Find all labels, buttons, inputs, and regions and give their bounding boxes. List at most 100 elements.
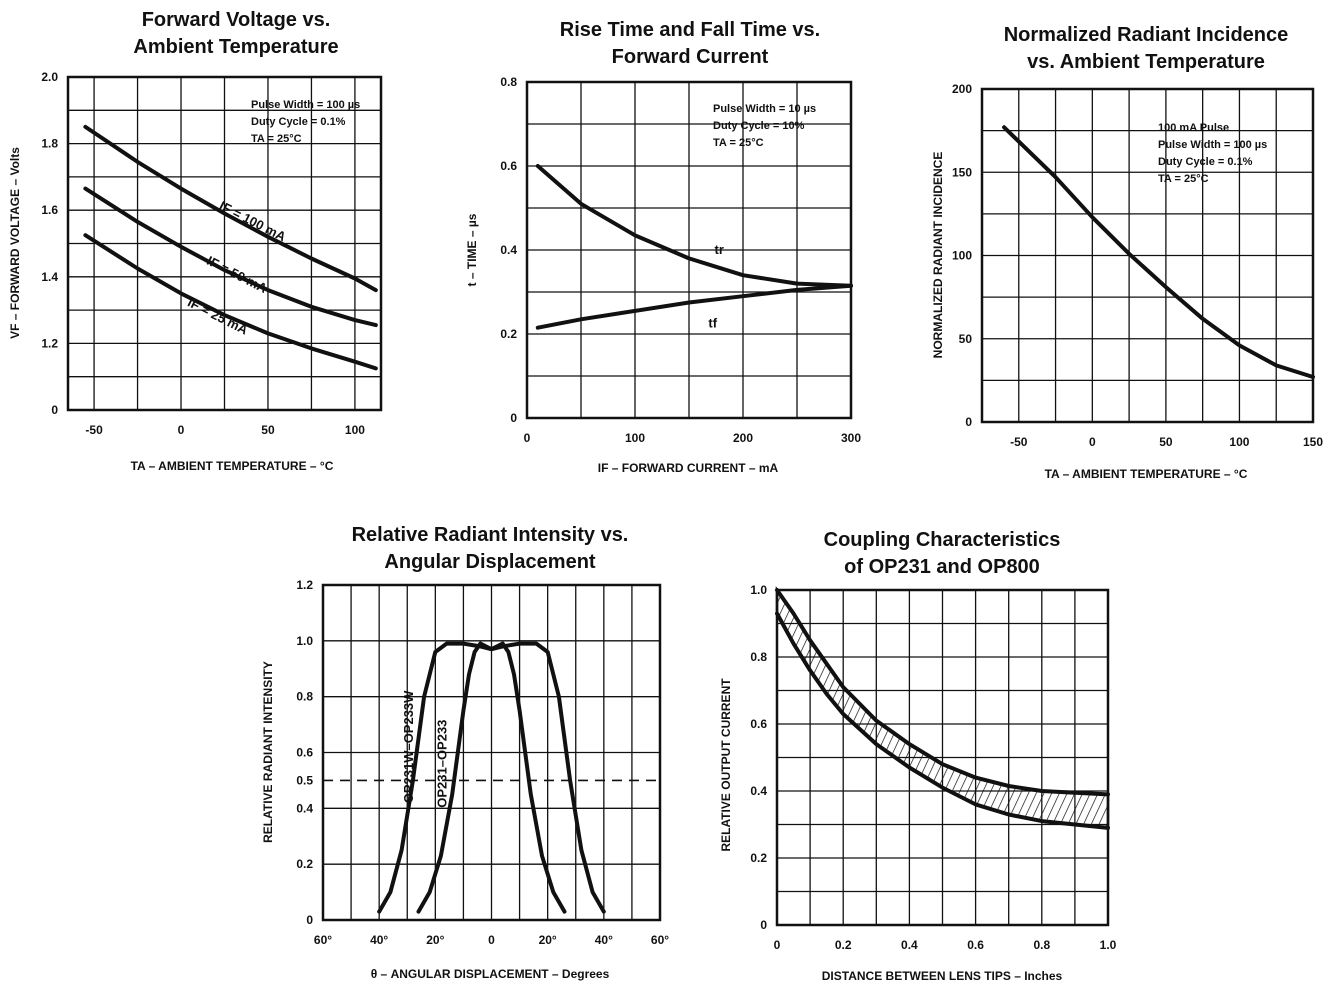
plot-frame xyxy=(775,588,1110,927)
y-tick-label: 2.0 xyxy=(41,70,58,84)
chart-note: Pulse Width = 100 µs xyxy=(1158,139,1267,151)
chart-note: Pulse Width = 10 µs xyxy=(713,103,816,115)
y-tick-label: 100 xyxy=(952,249,972,263)
chart-title-line: vs. Ambient Temperature xyxy=(1027,51,1265,73)
series-label: tr xyxy=(715,242,724,257)
y-tick-label: 0 xyxy=(965,415,972,429)
y-tick-label: 1.4 xyxy=(41,270,58,284)
y-tick-label: 0 xyxy=(51,403,58,417)
chart-normalized-radiant-incidence: Normalized Radiant Incidence vs. Ambient… xyxy=(931,24,1323,481)
x-tick-label: -50 xyxy=(85,423,103,437)
chart-title-line: Forward Voltage vs. xyxy=(142,9,331,31)
chart-note: 100 mA Pulse xyxy=(1158,122,1229,134)
x-tick-label: 0 xyxy=(774,938,781,952)
x-axis-label: DISTANCE BETWEEN LENS TIPS – Inches xyxy=(822,969,1063,983)
x-axis-label: IF – FORWARD CURRENT – mA xyxy=(598,461,779,475)
y-tick-label: 0.6 xyxy=(500,159,517,173)
x-tick-label: 0.6 xyxy=(967,938,984,952)
series-line xyxy=(535,283,853,330)
chart-title-line: Relative Radiant Intensity vs. xyxy=(352,524,629,546)
chart-title-line: Angular Displacement xyxy=(384,551,596,573)
x-tick-label: 0 xyxy=(1089,435,1096,449)
y-tick-label: 200 xyxy=(952,82,972,96)
y-axis-label: t – TIME – µs xyxy=(465,213,479,286)
series-line xyxy=(535,164,853,288)
plot-frame xyxy=(321,583,662,922)
chart-title-line: Rise Time and Fall Time vs. xyxy=(560,19,820,41)
y-axis-label: RELATIVE OUTPUT CURRENT xyxy=(719,678,733,852)
chart-coupling-characteristics: Coupling Characteristics of OP231 and OP… xyxy=(719,529,1117,983)
series-line xyxy=(83,124,378,293)
x-tick-label: 50 xyxy=(261,423,275,437)
chart-rise-fall-time: Rise Time and Fall Time vs. Forward Curr… xyxy=(465,19,861,475)
y-tick-label: 0.6 xyxy=(296,746,313,760)
x-tick-label: 300 xyxy=(841,431,861,445)
y-axis-label: RELATIVE RADIANT INTENSITY xyxy=(261,661,275,843)
y-tick-label: 150 xyxy=(952,165,972,179)
y-tick-label: 0 xyxy=(306,913,313,927)
x-axis-label: θ – ANGULAR DISPLACEMENT – Degrees xyxy=(371,967,610,981)
y-tick-label: 0.4 xyxy=(500,243,517,257)
x-tick-label: 100 xyxy=(345,423,365,437)
x-axis-label: TA – AMBIENT TEMPERATURE – °C xyxy=(1045,467,1248,481)
x-tick-label: 0.8 xyxy=(1033,938,1050,952)
chart-forward-voltage: Forward Voltage vs. Ambient Temperature … xyxy=(8,9,383,473)
series-line xyxy=(775,611,1110,830)
y-tick-label: 0.8 xyxy=(500,75,517,89)
x-tick-label: 0.4 xyxy=(901,938,918,952)
y-tick-label: 0 xyxy=(510,411,517,425)
chart-title-line: Coupling Characteristics xyxy=(824,529,1061,551)
x-tick-label: 100 xyxy=(625,431,645,445)
plot-frame xyxy=(525,80,853,420)
y-tick-label: 0 xyxy=(760,918,767,932)
x-tick-label: 150 xyxy=(1303,435,1323,449)
chart-title-line: Forward Current xyxy=(612,46,769,68)
y-tick-label: 1.8 xyxy=(41,137,58,151)
y-tick-label: 0.4 xyxy=(296,801,313,815)
y-tick-label: 1.2 xyxy=(296,578,313,592)
series-line xyxy=(1002,125,1315,379)
series-label: OP231–OP233 xyxy=(435,720,450,808)
y-tick-label: 0.8 xyxy=(296,690,313,704)
x-tick-label: 0.2 xyxy=(835,938,852,952)
y-tick-label: 1.6 xyxy=(41,203,58,217)
x-tick-label: 0 xyxy=(524,431,531,445)
chart-title-line: Normalized Radiant Incidence xyxy=(1004,24,1289,46)
chart-title-line: of OP231 and OP800 xyxy=(844,556,1040,578)
y-tick-label: 0.5 xyxy=(296,773,313,787)
series-line xyxy=(775,588,1110,797)
x-tick-label: 0 xyxy=(488,933,495,947)
y-tick-label: 1.0 xyxy=(296,634,313,648)
series-label: IF = 25 mA xyxy=(185,295,251,338)
chart-note: TA = 25°C xyxy=(713,137,764,149)
x-tick-label: 60° xyxy=(314,933,332,947)
x-tick-label: 1.0 xyxy=(1100,938,1117,952)
series-label: IF = 50 mA xyxy=(204,253,270,296)
chart-note: Duty Cycle = 0.1% xyxy=(1158,156,1253,168)
x-tick-label: 0 xyxy=(178,423,185,437)
y-tick-label: 1.2 xyxy=(41,336,58,350)
chart-note: TA = 25°C xyxy=(1158,173,1209,185)
series-label: tf xyxy=(708,316,717,331)
y-tick-label: 0.2 xyxy=(296,857,313,871)
x-tick-label: 40° xyxy=(370,933,388,947)
series-label: OP231W–OP233W xyxy=(401,690,416,803)
x-tick-label: 20° xyxy=(539,933,557,947)
x-tick-label: 20° xyxy=(426,933,444,947)
y-tick-label: 0.4 xyxy=(750,784,767,798)
series-line xyxy=(83,186,378,328)
y-tick-label: 0.2 xyxy=(500,327,517,341)
x-tick-label: 100 xyxy=(1229,435,1249,449)
x-tick-label: 50 xyxy=(1159,435,1173,449)
y-tick-label: 0.2 xyxy=(750,851,767,865)
chart-relative-radiant-intensity: Relative Radiant Intensity vs. Angular D… xyxy=(261,524,669,981)
y-tick-label: 1.0 xyxy=(750,583,767,597)
series-line xyxy=(416,641,567,914)
y-tick-label: 50 xyxy=(959,332,973,346)
chart-title-line: Ambient Temperature xyxy=(133,36,338,58)
plot-frame xyxy=(980,87,1315,424)
series-label: IF = 100 mA xyxy=(217,198,289,245)
chart-note: Pulse Width = 100 µs xyxy=(251,99,360,111)
chart-note: TA = 25°C xyxy=(251,133,302,145)
